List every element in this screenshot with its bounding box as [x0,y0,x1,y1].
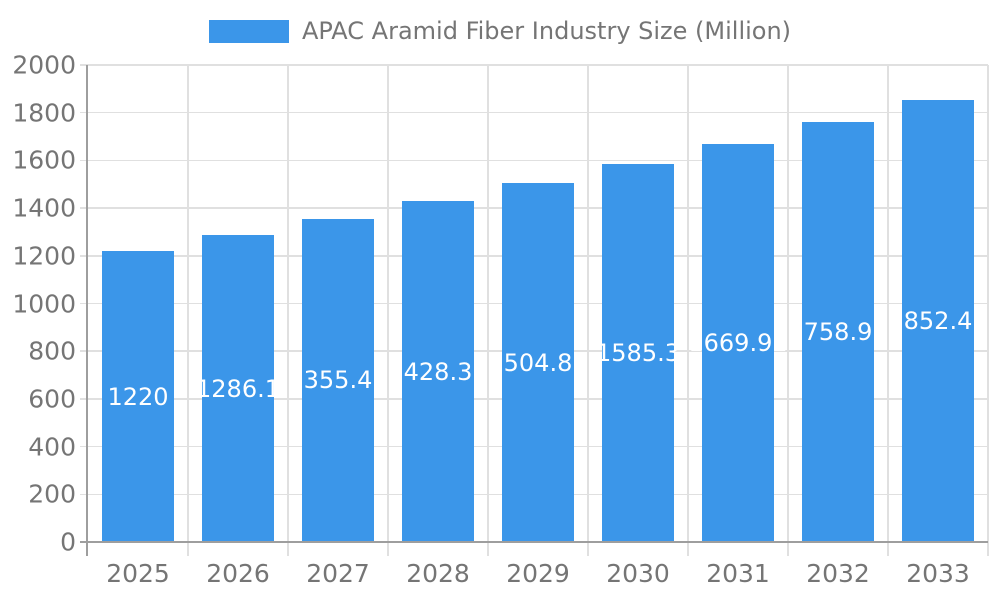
legend: APAC Aramid Fiber Industry Size (Million… [0,17,1000,45]
bar-value-label: 1220 [107,382,169,411]
y-axis-tick-label: 1600 [12,145,76,175]
bar-2030[interactable] [602,163,674,542]
bar-2032[interactable] [802,122,874,542]
x-axis-tick-label: 2025 [106,559,170,588]
bar-2031[interactable] [702,143,774,542]
x-axis-tick-label: 2029 [506,559,570,588]
y-axis-tick-label: 200 [28,479,76,509]
legend-series-label: APAC Aramid Fiber Industry Size (Million… [301,17,792,45]
y-axis-tick-label: 1000 [12,289,76,318]
bar-value-label: 1669.92 [688,328,788,357]
y-axis-tick-label: 800 [28,336,76,366]
x-axis-tick-label: 2031 [706,559,770,588]
gridline-horizontal [80,159,988,162]
gridline-vertical [887,65,889,556]
bar-2025[interactable] [102,251,174,542]
y-axis-tick-label: 0 [60,527,76,557]
gridline-vertical [587,65,589,556]
x-axis-tick-label: 2032 [806,559,870,588]
x-axis-tick-label: 2028 [406,559,470,588]
x-axis-tick-label: 2027 [306,559,370,588]
bar-2033[interactable] [902,100,974,542]
y-axis-tick-label: 600 [28,384,76,414]
plot-area: 1220 1286.1 1355.46 1428.33 1504.86 1585.3 166… [80,64,989,556]
y-axis-tick-label: 1400 [12,193,76,223]
x-axis-tick-label: 2030 [606,559,670,588]
legend-item[interactable]: APAC Aramid Fiber Industry Size (Million… [208,17,792,45]
x-axis-tick-label: 2026 [206,559,270,588]
gridline-vertical [687,65,689,556]
gridline-horizontal [80,64,988,66]
x-axis-line [80,541,988,543]
bar-2026[interactable] [202,235,274,542]
y-axis-tick-label: 1800 [12,98,76,128]
bar-2029[interactable] [502,183,574,542]
bar-value-label: 1758.91 [788,318,888,347]
bar-value-label: 1428.33 [388,357,488,386]
y-axis-tick-label: 2000 [12,50,76,80]
bar-value-label: 1355.46 [288,366,388,395]
gridline-horizontal [80,111,988,114]
gridline-vertical [987,65,989,556]
gridline-vertical [387,65,389,556]
y-axis-line [86,65,88,556]
gridline-vertical [787,65,789,556]
bar-2028[interactable] [402,201,474,542]
bar-value-label: 1585.3 [596,338,680,367]
bar-2027[interactable] [302,218,374,542]
y-axis-tick-label: 400 [28,432,76,462]
gridline-vertical [187,65,189,556]
x-axis-tick-label: 2033 [906,559,970,588]
bar-value-label: 1504.86 [488,348,588,377]
gridline-vertical [487,65,489,556]
y-axis-tick-label: 1200 [12,241,76,271]
bar-value-label: 1286.1 [196,374,280,403]
gridline-vertical [287,65,289,556]
legend-swatch-icon [208,19,289,43]
bar-value-label: 1852.46 [888,307,988,336]
